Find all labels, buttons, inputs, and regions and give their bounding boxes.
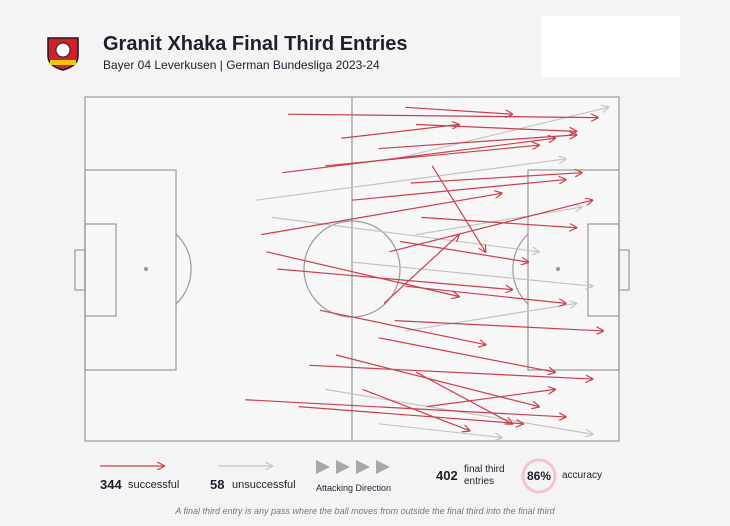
pass-arrow <box>405 285 565 303</box>
pass-arrow <box>351 180 566 201</box>
pass-arrow <box>362 388 470 430</box>
unsuccessful-count: 58 <box>210 477 225 492</box>
pass-arrow <box>351 261 592 286</box>
pass-arrow <box>378 337 555 372</box>
pitch <box>74 96 630 442</box>
pass-arrow <box>383 235 459 304</box>
pass-arrow <box>410 173 582 184</box>
pass-arrow <box>415 371 512 424</box>
pass-arrow <box>426 389 555 408</box>
pass-arrow <box>431 165 485 252</box>
pass-arrow <box>405 106 512 114</box>
pass-arrow <box>261 193 501 236</box>
pass-arrow <box>394 320 603 331</box>
pass-arrow <box>266 251 459 297</box>
pass-arrow <box>421 216 576 227</box>
pass-arrow <box>378 423 502 438</box>
direction-arrows <box>316 460 390 474</box>
pass-arrow <box>378 135 577 150</box>
blank-box <box>541 16 680 77</box>
pass-arrow <box>415 207 582 236</box>
direction-label: Attacking Direction <box>316 483 392 493</box>
pass-arrow <box>341 125 458 139</box>
successful-count: 344 <box>100 477 122 492</box>
accuracy-value: 86% <box>526 469 552 483</box>
total-label: final third entries <box>464 464 505 487</box>
title: Granit Xhaka Final Third Entries <box>103 33 408 55</box>
pass-arrow <box>405 303 576 332</box>
subtitle: Bayer 04 Leverkusen | German Bundesliga … <box>103 58 380 72</box>
pass-arrow <box>309 364 592 379</box>
pass-arrow <box>255 159 566 201</box>
unsuccessful-label: unsuccessful <box>232 479 296 491</box>
accuracy-label: accuracy <box>562 470 603 481</box>
pass-arrow <box>389 200 592 253</box>
pass-arrow <box>416 123 576 132</box>
pass-arrow <box>335 354 539 407</box>
successful-label: successful <box>128 479 180 491</box>
pass-arrow <box>287 114 598 117</box>
pass-arrow <box>399 240 528 262</box>
pass-arrow <box>319 309 486 344</box>
pass-arrow <box>394 107 609 160</box>
pass-arrow <box>271 216 539 251</box>
total-count: 402 <box>436 468 458 483</box>
footnote: A final third entry is any pass where th… <box>175 506 555 516</box>
club-logo <box>47 37 79 71</box>
pass-arrow <box>298 406 523 424</box>
accuracy-ring <box>521 458 557 494</box>
pass-arrow <box>277 268 512 290</box>
pass-arrow <box>245 399 565 417</box>
pass-arrow <box>282 138 555 174</box>
